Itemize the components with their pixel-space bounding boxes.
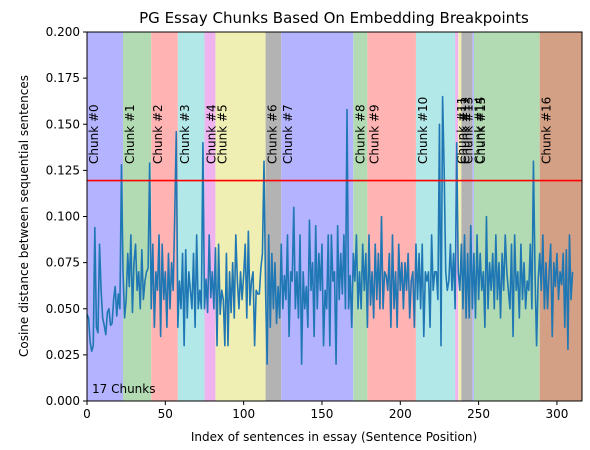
y-tick-label: 0.000	[46, 394, 80, 408]
y-tick-label: 0.050	[46, 302, 80, 316]
chunk-label: Chunk #15	[474, 97, 488, 164]
y-tick-label: 0.150	[46, 117, 80, 131]
chunk-label: Chunk #0	[87, 104, 101, 164]
chunk-label: Chunk #8	[353, 104, 367, 164]
x-tick-label: 200	[389, 407, 412, 421]
chunk-label: Chunk #5	[215, 104, 229, 164]
x-axis-label: Index of sentences in essay (Sentence Po…	[191, 430, 477, 444]
chunk-count-label: 17 Chunks	[92, 382, 155, 396]
x-tick-label: 300	[545, 407, 568, 421]
chunk-label: Chunk #13	[461, 97, 475, 164]
chunk-band	[458, 32, 462, 401]
chunk-label: Chunk #11	[455, 97, 469, 164]
x-tick-label: 150	[311, 407, 334, 421]
y-tick-label: 0.125	[46, 163, 80, 177]
chunk-band	[472, 32, 474, 401]
chunk-label: Chunk #16	[540, 97, 554, 164]
chart-title: PG Essay Chunks Based On Embedding Break…	[139, 9, 529, 27]
chunk-label: Chunk #2	[151, 104, 165, 164]
x-tick-label: 100	[232, 407, 255, 421]
chunk-band	[473, 32, 540, 401]
chunk-band	[281, 32, 354, 401]
chunk-band	[215, 32, 266, 401]
chunk-label: Chunk #12	[458, 97, 472, 164]
chunk-label: Chunk #7	[281, 104, 295, 164]
chunk-label: Chunk #6	[266, 104, 280, 164]
chunk-band	[177, 32, 205, 401]
chunk-band	[151, 32, 178, 401]
x-tick-label: 250	[467, 407, 490, 421]
chunk-band	[353, 32, 368, 401]
chunk-band	[415, 32, 456, 401]
chunk-label: Chunk #3	[178, 104, 192, 164]
x-tick-label: 0	[83, 407, 91, 421]
y-tick-label: 0.175	[46, 71, 80, 85]
y-ticks: 0.000 0.025 0.050 0.075 0.100 0.125 0.150 0.175…	[46, 25, 87, 408]
y-tick-label: 0.075	[46, 256, 80, 270]
chunk-band	[123, 32, 152, 401]
chunk-band	[367, 32, 416, 401]
chunk-labels: Chunk #0 Chunk #1 Chunk #2 Chunk #3 Chunk #4…	[87, 97, 554, 164]
y-tick-label: 0.025	[46, 348, 80, 362]
y-tick-label: 0.100	[46, 210, 80, 224]
chunk-band	[87, 32, 124, 401]
chunk-label: Chunk #14	[472, 97, 486, 164]
x-tick-label: 50	[158, 407, 173, 421]
x-ticks: 0 50 100 150 200 250 300	[83, 401, 568, 421]
chunk-band	[461, 32, 473, 401]
chunk-band	[539, 32, 582, 401]
chunk-label: Chunk #9	[367, 104, 381, 164]
chunk-bands	[87, 32, 582, 401]
y-axis-label: Cosine distance between sequential sente…	[17, 75, 31, 357]
chunk-label: Chunk #4	[204, 104, 218, 164]
chunk-band	[204, 32, 216, 401]
y-tick-label: 0.200	[46, 25, 80, 39]
chunk-label: Chunk #1	[123, 104, 137, 164]
distance-line	[86, 95, 574, 365]
chunk-label: Chunk #10	[416, 97, 430, 164]
series-line	[86, 95, 574, 365]
